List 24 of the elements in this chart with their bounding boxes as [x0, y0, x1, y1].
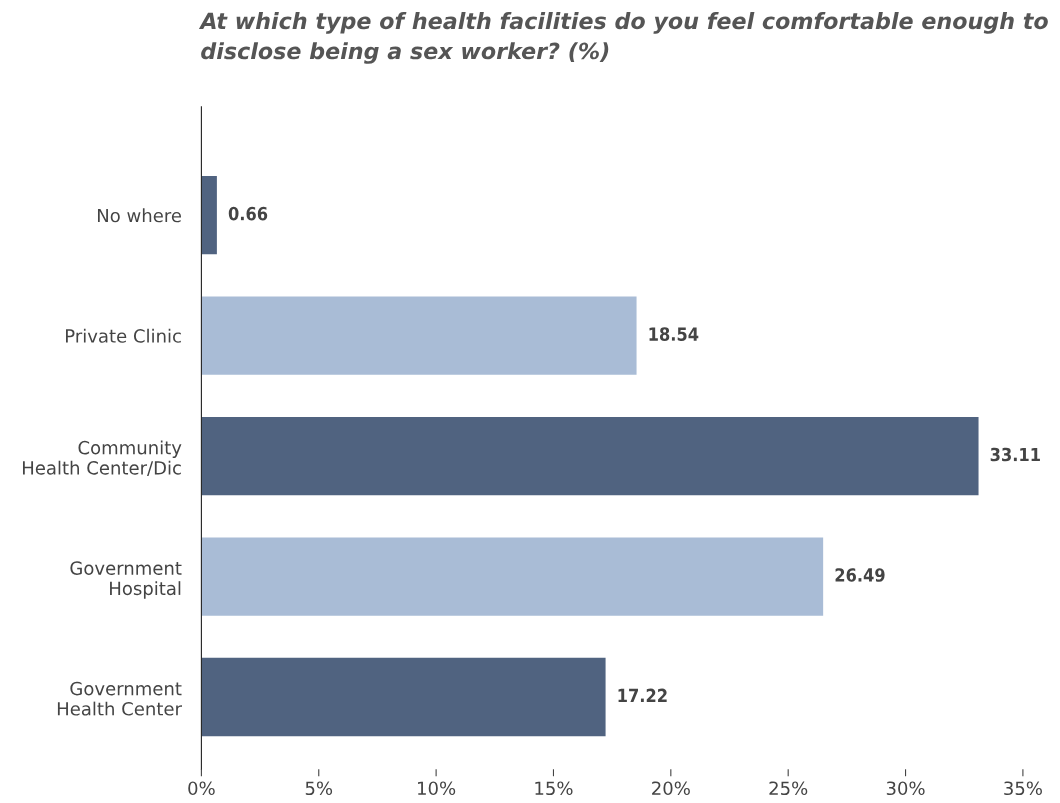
data-label: 26.49 — [835, 568, 885, 582]
y-tick-label: No where — [97, 208, 181, 223]
bar — [201, 537, 824, 616]
x-tick-label: 25% — [769, 781, 808, 796]
x-tick-label: 35% — [1004, 781, 1042, 796]
x-tick-label: 30% — [886, 781, 925, 796]
y-tick-label: Private Clinic — [66, 328, 181, 343]
y-tick-label: Government Health Center — [57, 681, 182, 716]
data-label: 33.11 — [990, 447, 1040, 462]
x-tick-label: 5% — [305, 781, 333, 796]
x-tick-label: 10% — [418, 781, 456, 796]
x-tick-label: 0% — [188, 781, 215, 796]
bar — [201, 657, 606, 737]
chart-title: At which type of health facilities do you feel comfortable enough to disclose being a sex worker? (%) — [198, 12, 1048, 64]
data-label: 0.66 — [228, 206, 268, 221]
bar — [201, 176, 217, 255]
bar — [201, 416, 979, 496]
x-tick-label: 20% — [652, 781, 690, 796]
y-tick-label: Government Hospital — [70, 561, 182, 599]
y-tick-label: Community Health Center/Dic — [23, 440, 182, 477]
x-tick-label: 15% — [535, 781, 573, 796]
bar — [201, 296, 637, 375]
data-label: 17.22 — [618, 688, 667, 702]
data-label: 18.54 — [649, 327, 699, 341]
